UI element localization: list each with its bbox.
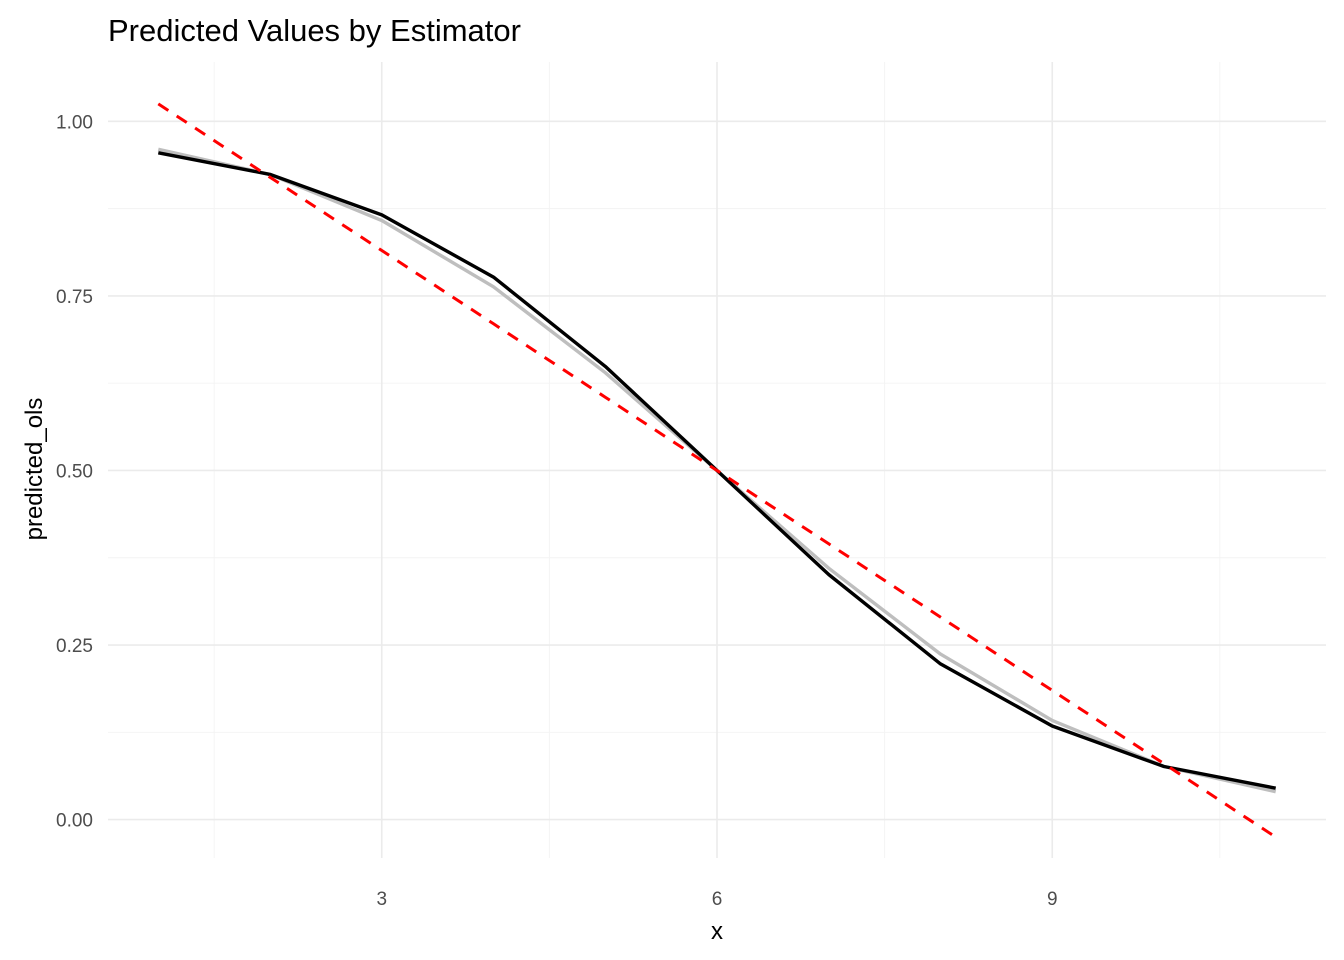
y-tick-label: 0.75 bbox=[56, 287, 93, 308]
x-tick-label: 3 bbox=[376, 889, 387, 910]
x-tick-label: 6 bbox=[712, 889, 723, 910]
series-line-3 bbox=[157, 102, 1277, 839]
y-axis-ticks: 0.00 0.25 0.50 0.75 1.00 bbox=[56, 112, 93, 831]
y-tick-label: 0.25 bbox=[56, 636, 93, 657]
series-lines bbox=[157, 102, 1277, 839]
y-tick-label: 1.00 bbox=[56, 112, 93, 133]
y-tick-label: 0.00 bbox=[56, 811, 93, 832]
x-axis-title: x bbox=[711, 918, 723, 945]
x-axis-ticks: 3 6 9 bbox=[376, 889, 1057, 910]
y-tick-label: 0.50 bbox=[56, 461, 93, 482]
chart-title: Predicted Values by Estimator bbox=[108, 13, 521, 48]
y-axis-title: predicted_ols bbox=[21, 398, 48, 541]
grid bbox=[108, 62, 1326, 858]
x-tick-label: 9 bbox=[1047, 889, 1058, 910]
